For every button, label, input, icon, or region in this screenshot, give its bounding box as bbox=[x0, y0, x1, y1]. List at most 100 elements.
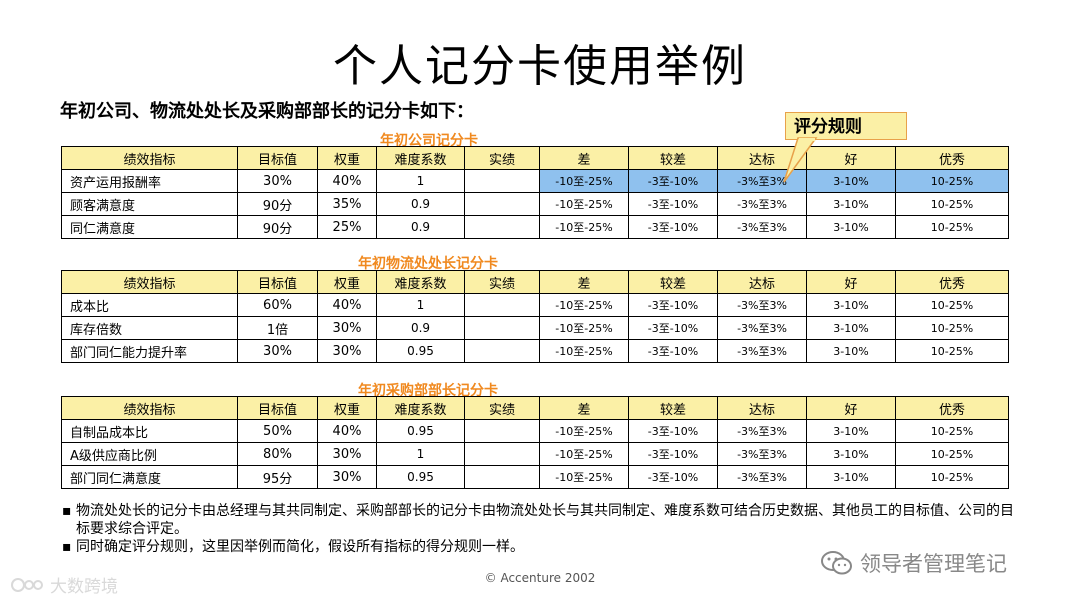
note-2: ▪ 同时确定评分规则，这里因举例而简化，假设所有指标的得分规则一样。 bbox=[62, 538, 1022, 556]
column-header: 实绩 bbox=[464, 396, 540, 420]
score-band-cell: -3%至3% bbox=[717, 442, 807, 466]
column-header: 差 bbox=[539, 270, 629, 294]
score-band-cell: 10-25% bbox=[895, 339, 1009, 363]
note-1: ▪ 物流处处长的记分卡由总经理与其共同制定、采购部部长的记分卡由物流处处长与其共… bbox=[62, 502, 1022, 538]
score-band-cell: 10-25% bbox=[895, 215, 1009, 239]
column-header: 难度系数 bbox=[376, 270, 465, 294]
difficulty-cell: 0.9 bbox=[376, 192, 465, 216]
actual-cell bbox=[464, 442, 540, 466]
actual-cell bbox=[464, 169, 540, 193]
scorecard-table: 绩效指标 目标值 权重 难度系数 实绩差较差 达标好优秀 资产运用报酬率 30% 40% 1 -10… bbox=[61, 146, 1009, 239]
weight-cell: 35% bbox=[317, 192, 377, 216]
score-band-cell: 10-25% bbox=[895, 465, 1009, 489]
column-header: 实绩 bbox=[464, 270, 540, 294]
score-band-cell: -3至-10% bbox=[628, 419, 718, 443]
watermark-right-text: 领导者管理笔记 bbox=[860, 552, 1007, 576]
column-header: 目标值 bbox=[237, 396, 318, 420]
actual-cell bbox=[464, 316, 540, 340]
score-band-cell: -3%至3% bbox=[717, 419, 807, 443]
scoring-rule-callout: 评分规则 bbox=[785, 112, 907, 140]
column-header: 达标 bbox=[717, 270, 807, 294]
indicator-cell: 部门同仁能力提升率 bbox=[61, 339, 238, 363]
indicator-cell: 成本比 bbox=[61, 293, 238, 317]
note-text: 同时确定评分规则，这里因举例而简化，假设所有指标的得分规则一样。 bbox=[76, 539, 524, 555]
target-cell: 90分 bbox=[237, 192, 318, 216]
score-band-cell: -10至-25% bbox=[539, 215, 629, 239]
difficulty-cell: 0.9 bbox=[376, 215, 465, 239]
column-header: 达标 bbox=[717, 396, 807, 420]
actual-cell bbox=[464, 419, 540, 443]
score-band-cell: -3%至3% bbox=[717, 316, 807, 340]
column-header: 绩效指标 bbox=[61, 146, 238, 170]
column-header: 目标值 bbox=[237, 270, 318, 294]
indicator-cell: 资产运用报酬率 bbox=[61, 169, 238, 193]
score-band-cell: 3-10% bbox=[806, 192, 896, 216]
table-header-row: 绩效指标 目标值 权重 难度系数 实绩差较差 达标好优秀 bbox=[61, 146, 1009, 170]
weight-cell: 40% bbox=[317, 169, 377, 193]
score-band-cell: -3至-10% bbox=[628, 215, 718, 239]
callout-pointer bbox=[783, 137, 818, 183]
weight-cell: 30% bbox=[317, 465, 377, 489]
column-header: 权重 bbox=[317, 146, 377, 170]
column-header: 权重 bbox=[317, 396, 377, 420]
score-band-cell: 10-25% bbox=[895, 169, 1009, 193]
target-cell: 90分 bbox=[237, 215, 318, 239]
score-band-cell: -3%至3% bbox=[717, 293, 807, 317]
table-row: 资产运用报酬率 30% 40% 1 -10至-25% -3至-10% -3%至3% 3-10%… bbox=[61, 169, 1009, 193]
scorecard-caption: 年初物流处处长记分卡 bbox=[358, 256, 498, 272]
column-header: 难度系数 bbox=[376, 146, 465, 170]
indicator-cell: 顾客满意度 bbox=[61, 192, 238, 216]
column-header: 实绩 bbox=[464, 146, 540, 170]
score-band-cell: -3至-10% bbox=[628, 169, 718, 193]
target-cell: 95分 bbox=[237, 465, 318, 489]
column-header: 难度系数 bbox=[376, 396, 465, 420]
difficulty-cell: 1 bbox=[376, 293, 465, 317]
score-band-cell: -3至-10% bbox=[628, 442, 718, 466]
column-header: 优秀 bbox=[895, 270, 1009, 294]
column-header: 权重 bbox=[317, 270, 377, 294]
column-header: 差 bbox=[539, 146, 629, 170]
score-band-cell: 3-10% bbox=[806, 442, 896, 466]
table-row: 部门同仁能力提升率 30% 30% 0.95 -10至-25% -3至-10% -3%至3%… bbox=[61, 339, 1009, 363]
score-band-cell: -10至-25% bbox=[539, 442, 629, 466]
indicator-cell: 同仁满意度 bbox=[61, 215, 238, 239]
score-band-cell: -3至-10% bbox=[628, 293, 718, 317]
column-header: 好 bbox=[806, 396, 896, 420]
copyright: © Accenture 2002 bbox=[484, 571, 596, 585]
weight-cell: 25% bbox=[317, 215, 377, 239]
scorecard-table: 绩效指标 目标值 权重 难度系数 实绩差较差 达标好优秀 成本比 60% 40% 1 -10至-25… bbox=[61, 270, 1009, 363]
scorecard-table: 绩效指标 目标值 权重 难度系数 实绩差较差 达标好优秀 自制品成本比 50% 40% 0.95-… bbox=[61, 396, 1009, 489]
indicator-cell: 自制品成本比 bbox=[61, 419, 238, 443]
column-header: 较差 bbox=[628, 146, 718, 170]
score-band-cell: -3至-10% bbox=[628, 316, 718, 340]
watermark-right: 领导者管理笔记 bbox=[820, 548, 1007, 578]
score-band-cell: -3%至3% bbox=[717, 339, 807, 363]
watermark-left: 大数跨境 bbox=[10, 572, 118, 597]
score-band-cell: -10至-25% bbox=[539, 293, 629, 317]
column-header: 好 bbox=[806, 146, 896, 170]
score-band-cell: -10至-25% bbox=[539, 316, 629, 340]
score-band-cell: 10-25% bbox=[895, 316, 1009, 340]
score-band-cell: 3-10% bbox=[806, 419, 896, 443]
scorecard-caption: 年初采购部部长记分卡 bbox=[358, 383, 498, 399]
column-header: 绩效指标 bbox=[61, 270, 238, 294]
table-row: 同仁满意度 90分 25% 0.9 -10至-25% -3至-10% -3%至3% 3-10%… bbox=[61, 215, 1009, 239]
score-band-cell: -3至-10% bbox=[628, 339, 718, 363]
weight-cell: 30% bbox=[317, 316, 377, 340]
table-row: 成本比 60% 40% 1 -10至-25% -3至-10% -3%至3% 3-10% 10-2… bbox=[61, 293, 1009, 317]
watermark-logo-icon bbox=[11, 577, 43, 592]
actual-cell bbox=[464, 215, 540, 239]
target-cell: 60% bbox=[237, 293, 318, 317]
indicator-cell: 部门同仁满意度 bbox=[61, 465, 238, 489]
score-band-cell: 3-10% bbox=[806, 339, 896, 363]
column-header: 优秀 bbox=[895, 396, 1009, 420]
difficulty-cell: 0.95 bbox=[376, 419, 465, 443]
score-band-cell: 3-10% bbox=[806, 293, 896, 317]
actual-cell bbox=[464, 339, 540, 363]
target-cell: 30% bbox=[237, 339, 318, 363]
column-header: 好 bbox=[806, 270, 896, 294]
score-band-cell: -3%至3% bbox=[717, 215, 807, 239]
score-band-cell: 3-10% bbox=[806, 169, 896, 193]
difficulty-cell: 0.95 bbox=[376, 339, 465, 363]
table-row: A级供应商比例 80% 30% 1 -10至-25% -3至-10% -3%至3% 3-10%… bbox=[61, 442, 1009, 466]
